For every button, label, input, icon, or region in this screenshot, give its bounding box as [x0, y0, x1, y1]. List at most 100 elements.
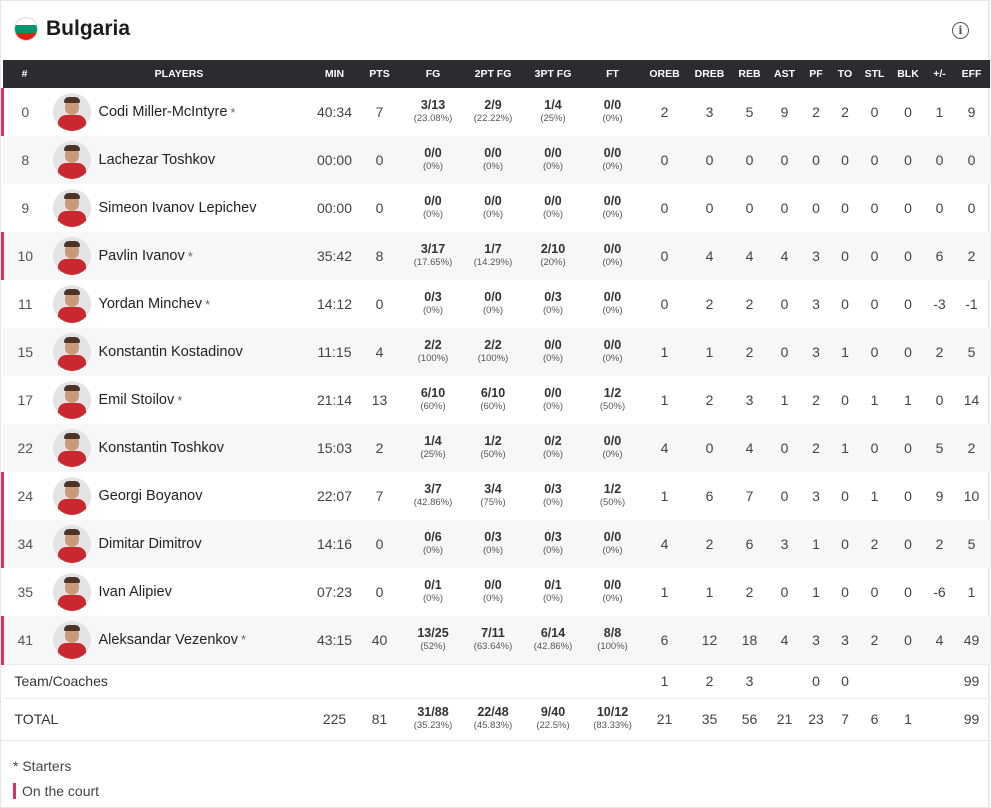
player-row[interactable]: 17 Emil Stoilov * 21:14 13 6/10 (60%) 6/10 (60%)…	[3, 376, 990, 424]
column-header-fg3[interactable]: 3PT FG	[534, 68, 572, 80]
player-row[interactable]: 9 Simeon Ivanov Lepichev 00:00 0 0/0 (0%) 0/0(…	[3, 184, 990, 232]
player-avatar	[52, 237, 91, 275]
player-cell[interactable]: Pavlin Ivanov *	[47, 232, 312, 280]
player-name[interactable]: Georgi Boyanov	[98, 488, 203, 504]
fg2-percentage: (50%)	[480, 449, 506, 460]
info-icon[interactable]: i	[952, 22, 969, 39]
player-name[interactable]: Emil Stoilov	[98, 392, 175, 408]
column-header-oreb[interactable]: OREB	[649, 68, 680, 80]
blk: 0	[904, 248, 912, 264]
blk: 0	[904, 200, 912, 216]
fg-percentage: (17.65%)	[413, 257, 453, 268]
jersey-number: 17	[17, 392, 34, 408]
minutes: 22:07	[316, 488, 353, 504]
column-header-to[interactable]: TO	[837, 68, 853, 80]
player-name[interactable]: Yordan Minchev	[98, 296, 202, 312]
player-cell[interactable]: Lachezar Toshkov	[47, 136, 312, 184]
player-cell[interactable]: Yordan Minchev *	[47, 280, 312, 328]
column-header-pts[interactable]: PTS	[369, 68, 390, 80]
oreb: 6	[660, 631, 669, 648]
stl: 0	[870, 296, 879, 312]
eff: 9	[967, 104, 976, 120]
player-cell[interactable]: Konstantin Toshkov	[47, 424, 312, 472]
column-header-num[interactable]: #	[21, 68, 28, 80]
minutes: 43:15	[316, 631, 353, 648]
fg3: 9/40 (22.5%)	[521, 697, 585, 740]
ast: 4	[780, 248, 789, 264]
player-row[interactable]: 41 Aleksandar Vezenkov * 43:15 40 13/25 (52%) 7…	[1, 616, 990, 664]
column-header-pf[interactable]: PF	[809, 68, 823, 80]
player-name[interactable]: Aleksandar Vezenkov	[98, 631, 238, 648]
fg-made-attempted: 13/25	[417, 625, 449, 640]
fg2-percentage: (0%)	[482, 593, 504, 604]
ast	[768, 663, 801, 698]
fg-percentage: (35.23%)	[413, 720, 453, 732]
fg3: 0/1 (0%)	[522, 568, 585, 616]
ast: 0	[780, 200, 789, 216]
player-cell[interactable]: Codi Miller-McIntyre *	[47, 88, 312, 136]
player-cell[interactable]: Dimitar Dimitrov	[47, 520, 312, 568]
player-cell[interactable]: Simeon Ivanov Lepichev	[47, 184, 312, 232]
column-header-reb[interactable]: REB	[738, 68, 761, 80]
column-header-stl[interactable]: STL	[864, 68, 885, 80]
player-name[interactable]: Konstantin Kostadinov	[98, 344, 243, 360]
column-header-ft[interactable]: FT	[606, 68, 619, 80]
ft: 0/0 (0%)	[585, 88, 641, 136]
ft: 0/0 (0%)	[585, 280, 641, 328]
player-row[interactable]: 8 Lachezar Toshkov 00:00 0 0/0 (0%) 0/0 (0%) 0/0…	[2, 136, 990, 184]
ft-percentage: (0%)	[602, 257, 623, 268]
column-header-dreb[interactable]: DREB	[694, 68, 725, 80]
player-row[interactable]: 0 Codi Miller-McIntyre * 40:34 7 3/13 (23.08%)…	[1, 88, 990, 136]
ft-percentage: (0%)	[602, 545, 623, 556]
total-label: TOTAL	[2, 697, 312, 740]
player-cell[interactable]: Konstantin Kostadinov	[47, 328, 312, 376]
player-cell[interactable]: Ivan Alipiev	[47, 568, 312, 616]
dreb: 2	[705, 536, 714, 552]
ast: 1	[780, 392, 789, 408]
player-row[interactable]: 15 Konstantin Kostadinov 11:15 4 2/2 (100%) 2/…	[2, 328, 990, 376]
player-name[interactable]: Simeon Ivanov Lepichev	[98, 200, 257, 216]
fg3-made-attempted: 0/1	[544, 578, 562, 592]
player-name[interactable]: Codi Miller-McIntyre	[98, 104, 228, 120]
fg3-percentage: (0%)	[542, 449, 564, 460]
column-header-eff[interactable]: EFF	[961, 68, 982, 80]
stl: 1	[870, 392, 879, 408]
player-cell[interactable]: Aleksandar Vezenkov *	[47, 616, 312, 664]
ft-made-attempted: 0/0	[603, 338, 622, 352]
points: 0	[375, 152, 384, 168]
player-row[interactable]: 22 Konstantin Toshkov 15:03 2 1/4 (25%) 1/2 (50…	[2, 424, 990, 472]
column-header-ast[interactable]: AST	[774, 68, 795, 80]
column-header-min[interactable]: MIN	[324, 68, 345, 80]
fg3-percentage: (0%)	[542, 497, 564, 508]
minutes: 11:15	[317, 344, 352, 360]
column-header-fg[interactable]: FG	[425, 68, 441, 80]
player-name[interactable]: Dimitar Dimitrov	[98, 536, 202, 552]
player-row[interactable]: 10 Pavlin Ivanov * 35:42 8 3/17 (17.65%) 1/7 (14…	[1, 232, 990, 280]
ft-percentage: (0%)	[602, 449, 623, 460]
column-header-players[interactable]: PLAYERS	[154, 68, 204, 80]
player-row[interactable]: 35 Ivan Alipiev 07:23 0 0/1 (0%) 0/0 (0%) 0/1 (0%…	[3, 568, 990, 616]
minutes: 00:00	[316, 152, 353, 168]
column-header-blk[interactable]: BLK	[897, 68, 919, 80]
fg: 2/2 (100%)	[402, 328, 465, 376]
player-row[interactable]: 34 Dimitar Dimitrov 14:16 0 0/6 (0%) 0/3 (0%) 0/…	[1, 520, 990, 568]
player-name[interactable]: Pavlin Ivanov	[98, 248, 185, 264]
to: 2	[841, 104, 849, 120]
player-row[interactable]: 24 Georgi Boyanov 22:07 7 3/7 (42.86%) 3/4 (75%…	[1, 472, 990, 520]
player-cell[interactable]: Georgi Boyanov	[47, 472, 312, 520]
pf: 23	[800, 697, 832, 740]
player-cell[interactable]: Emil Stoilov *	[47, 376, 312, 424]
player-name[interactable]: Konstantin Toshkov	[98, 440, 224, 456]
player-name[interactable]: Ivan Alipiev	[98, 584, 172, 600]
dreb: 12	[701, 631, 718, 648]
player-row[interactable]: 11 Yordan Minchev * 14:12 0 0/3 (0%) 0/0 (0%) 0/3…	[3, 280, 990, 328]
pm	[925, 697, 954, 740]
column-header-pm[interactable]: +/-	[933, 68, 946, 80]
ft-percentage: (0%)	[602, 209, 623, 220]
fg3-made-attempted: 0/0	[544, 338, 562, 352]
to: 0	[841, 248, 849, 264]
player-name[interactable]: Lachezar Toshkov	[98, 152, 216, 168]
column-header-fg2[interactable]: 2PT FG	[474, 68, 512, 80]
jersey-number: 10	[1, 232, 47, 280]
fg2-made-attempted: 3/4	[484, 482, 502, 496]
